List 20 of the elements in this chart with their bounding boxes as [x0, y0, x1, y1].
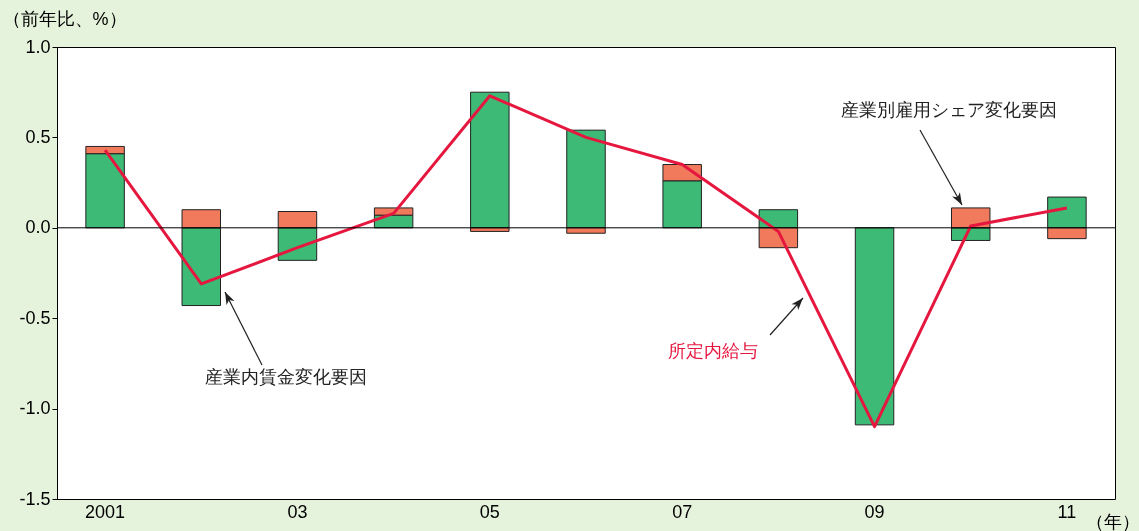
x-tick-label: 09	[864, 501, 885, 522]
x-tick-label: 11	[1057, 501, 1077, 522]
y-tick-label: -1.5	[19, 488, 51, 509]
x-tick-label: 03	[287, 501, 308, 522]
text: 所定内給与	[668, 341, 758, 361]
y-tick-label: 0.0	[25, 217, 51, 238]
text: 産業別雇用シェア変化要因	[841, 100, 1057, 120]
y-tick-label: 0.5	[25, 126, 51, 147]
y-tick-label: -0.5	[19, 307, 51, 328]
y-tick-label: 1.0	[25, 36, 51, 57]
y-tick-label: -1.0	[19, 398, 51, 419]
x-axis-title: （年）	[1085, 511, 1139, 531]
x-tick-label: 07	[672, 501, 693, 522]
line-series	[103, 94, 1069, 429]
x-tick-label: 05	[479, 501, 500, 522]
y-axis-title: （前年比、%）	[2, 8, 127, 29]
bar	[854, 227, 895, 426]
x-tick-label: 2001	[85, 501, 126, 522]
bar	[470, 91, 510, 229]
text: 産業内賃金変化要因	[205, 367, 367, 387]
